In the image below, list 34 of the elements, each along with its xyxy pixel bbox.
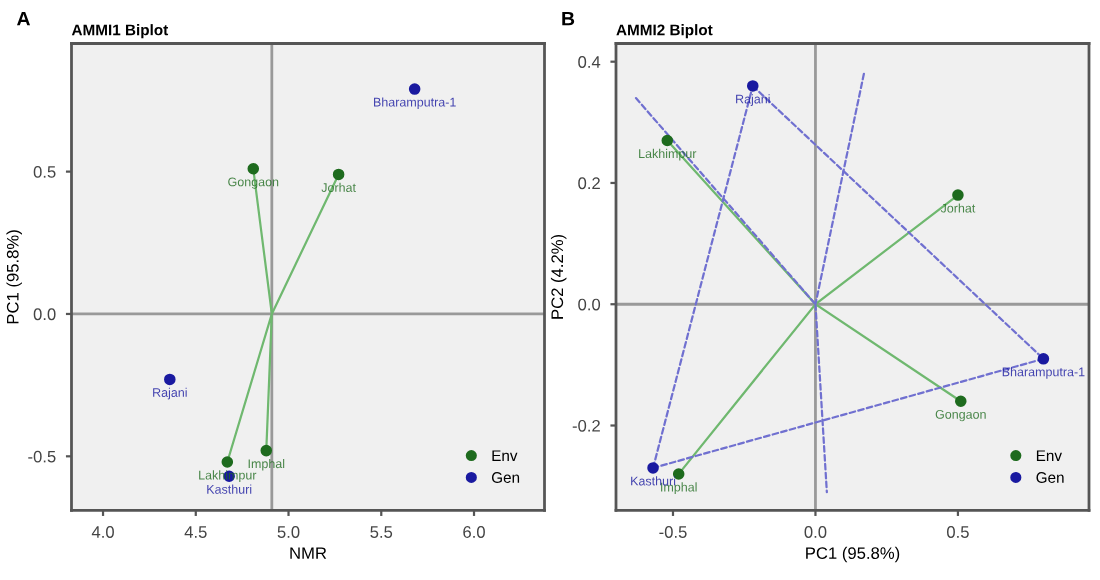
y-axis-title: PC1 (95.8%) bbox=[6, 230, 22, 324]
point bbox=[260, 444, 273, 457]
y-tick-label: 0.4 bbox=[578, 56, 601, 68]
y-tick-label: 0.0 bbox=[33, 308, 56, 321]
text: A bbox=[16, 11, 31, 26]
x-axis-title: NMR bbox=[290, 547, 327, 559]
text: B bbox=[562, 11, 575, 26]
point bbox=[672, 468, 685, 480]
x-tick-label: 6.0 bbox=[463, 526, 485, 538]
y-tick-label: -0.5 bbox=[28, 450, 56, 463]
y-tick-label: 0.0 bbox=[578, 298, 601, 311]
point bbox=[408, 83, 421, 95]
point bbox=[647, 462, 659, 474]
x-axis-title: PC1 (95.8%) bbox=[806, 546, 900, 563]
point bbox=[247, 162, 260, 175]
x-tick-label: 0.0 bbox=[804, 526, 827, 538]
x-tick-label: 4.0 bbox=[91, 526, 114, 538]
point bbox=[952, 189, 964, 201]
x-tick-label: 0.5 bbox=[947, 526, 969, 538]
y-axis-title: PC2 (4.2%) bbox=[550, 234, 567, 319]
y-tick-label: -0.2 bbox=[572, 419, 600, 432]
x-tick-label: 4.5 bbox=[184, 526, 207, 538]
point bbox=[164, 373, 176, 386]
point bbox=[661, 134, 674, 147]
point bbox=[332, 168, 345, 181]
point bbox=[746, 80, 759, 92]
y-tick-label: 0.2 bbox=[578, 177, 600, 190]
x-tick-label: -0.5 bbox=[659, 526, 687, 538]
y-tick-label: 0.5 bbox=[33, 166, 56, 178]
point bbox=[955, 395, 967, 408]
point bbox=[1037, 353, 1050, 365]
x-tick-label: 5.0 bbox=[277, 526, 300, 538]
x-tick-label: 5.5 bbox=[370, 526, 393, 538]
point bbox=[221, 456, 234, 468]
